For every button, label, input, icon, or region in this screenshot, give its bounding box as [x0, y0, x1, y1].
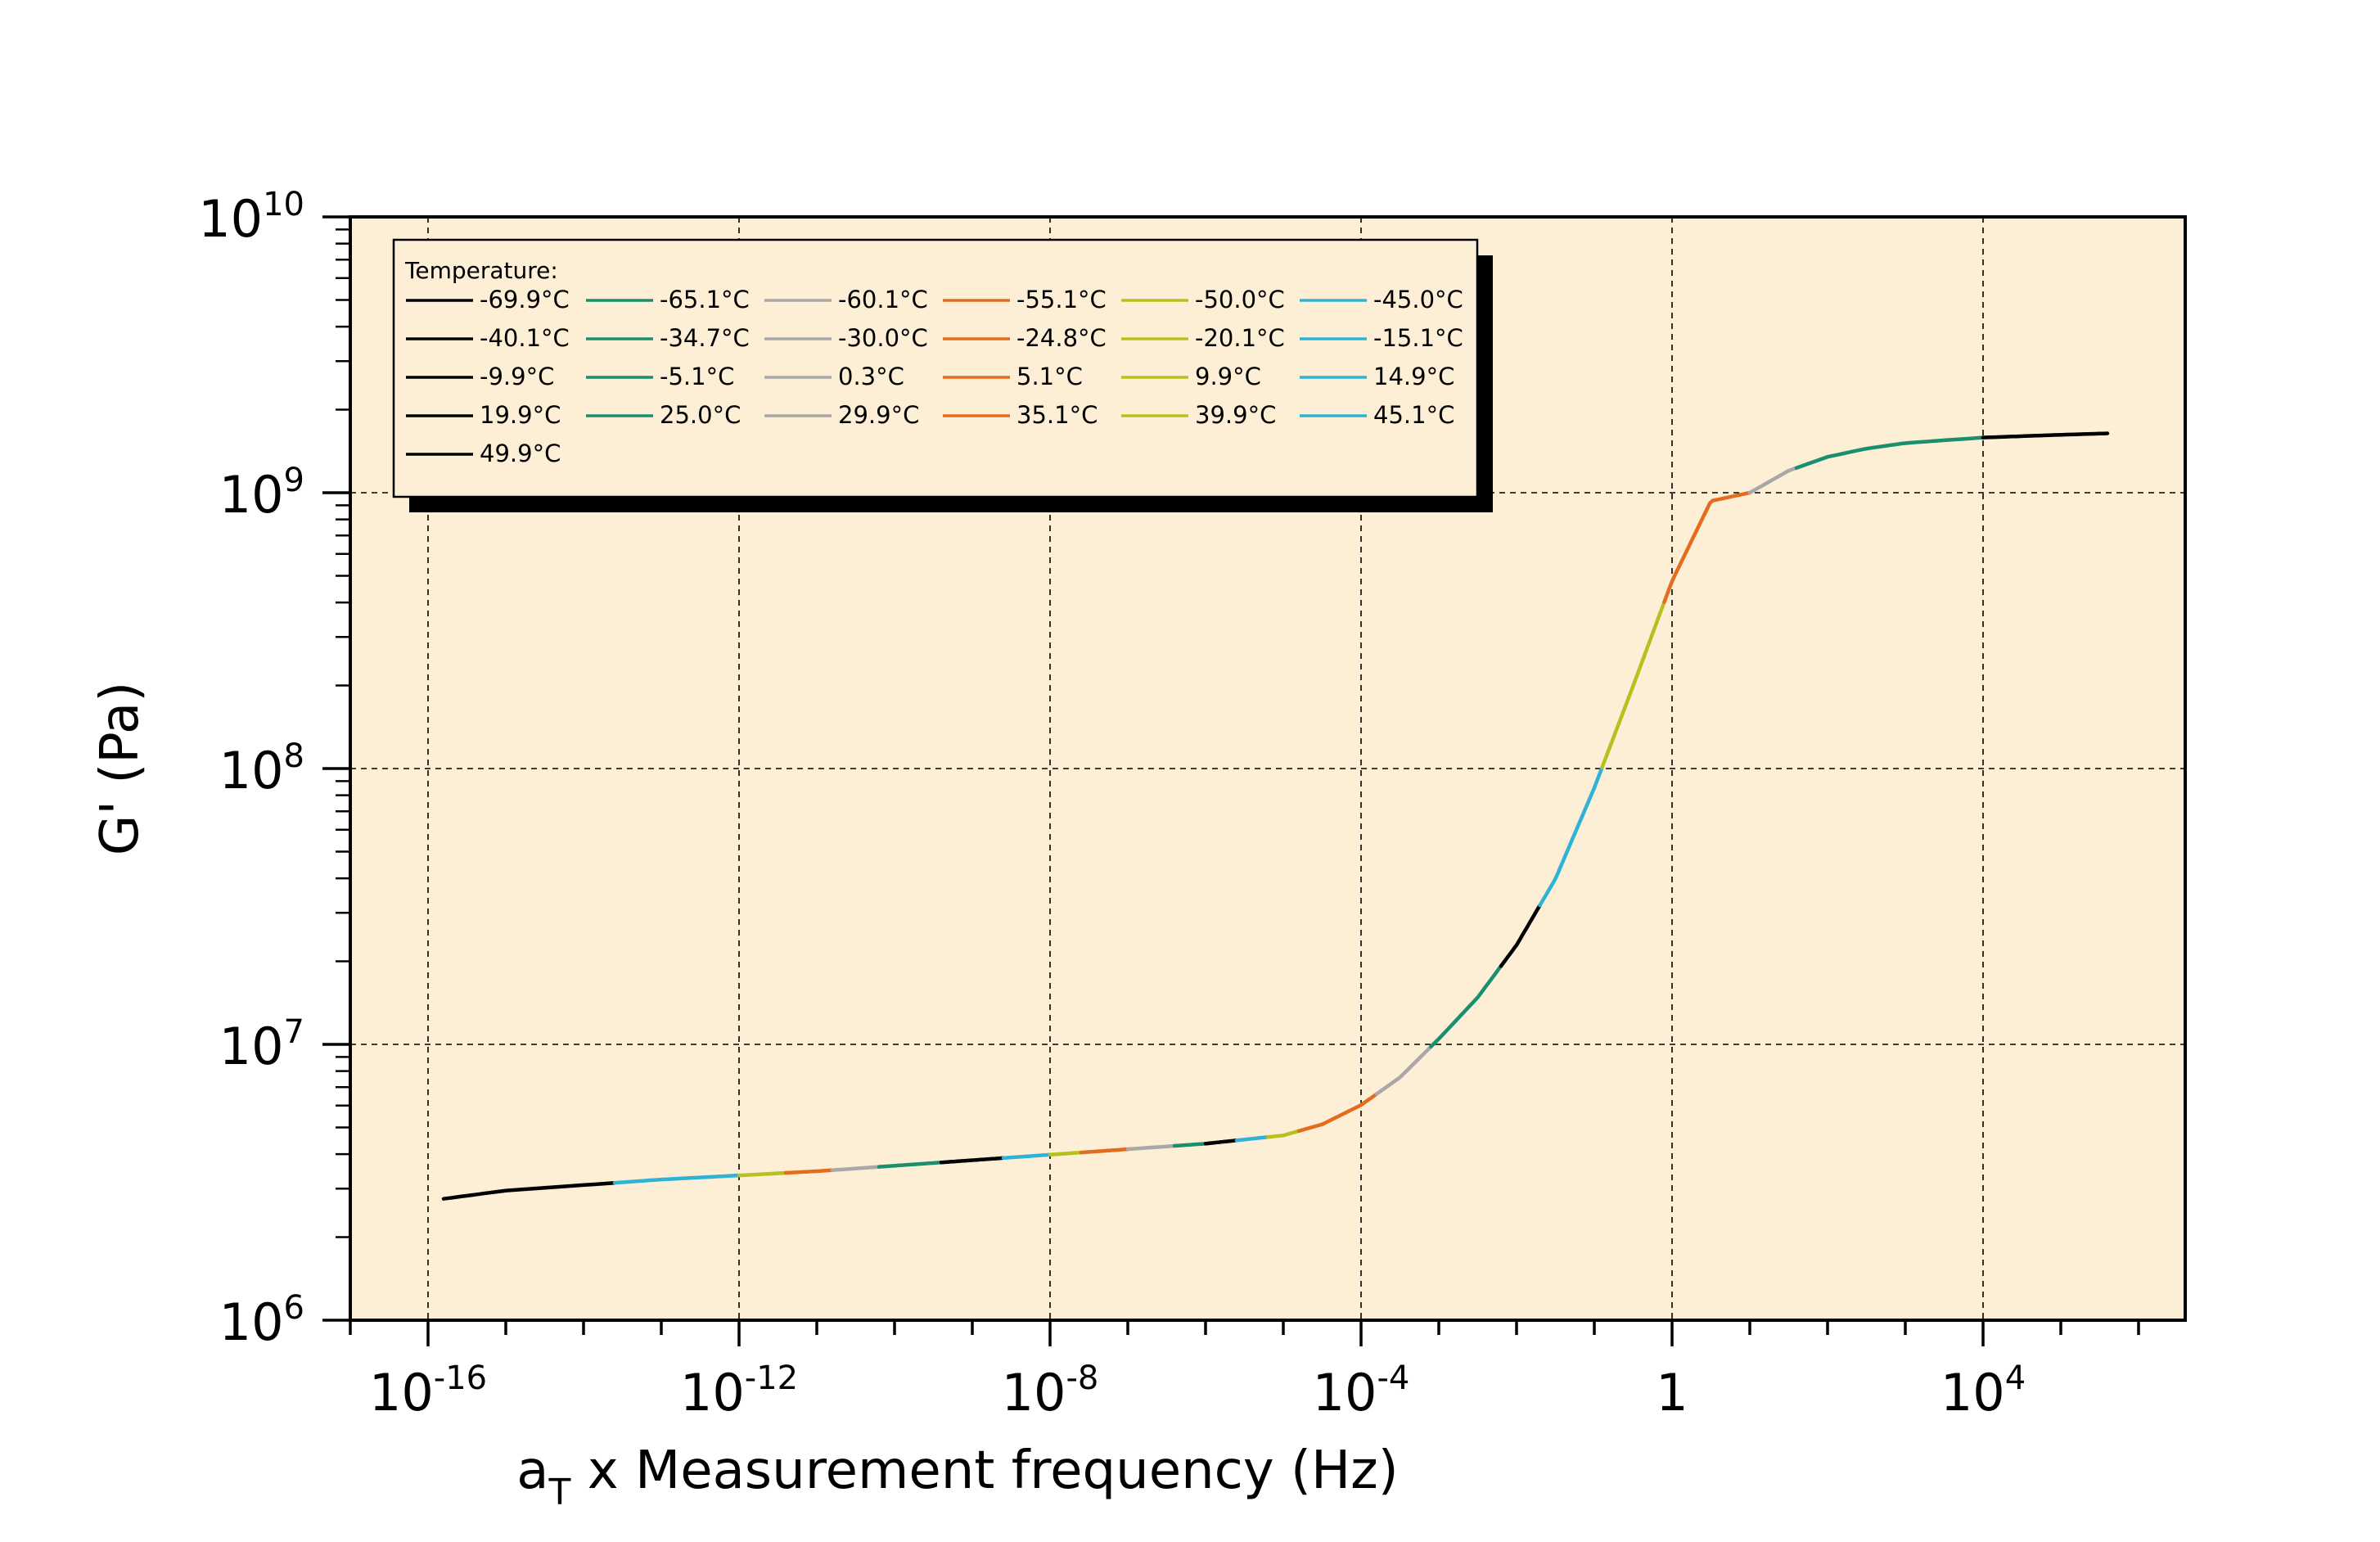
y-axis-ticks: 106 107 108 109 1010	[198, 186, 350, 1352]
curve-segment	[1794, 435, 1986, 470]
legend-entry-label: -69.9°C	[480, 286, 570, 313]
curve-segment	[1296, 1092, 1379, 1134]
legend-entry-label: -45.0°C	[1373, 286, 1463, 313]
legend-entry-label: -40.1°C	[480, 324, 570, 352]
curve-segment	[1747, 466, 1799, 495]
legend-entry-label: 19.9°C	[480, 401, 561, 429]
legend-box	[392, 238, 1479, 498]
curve-segment	[1429, 964, 1503, 1048]
curve-segment	[830, 1165, 881, 1172]
x-tick-label: 10-4	[1313, 1359, 1410, 1423]
curve-segment	[1234, 1134, 1270, 1143]
x-tick-label: 10-16	[369, 1359, 487, 1423]
legend-entry-label: -15.1°C	[1373, 324, 1463, 352]
legend-title: Temperature:	[404, 257, 558, 284]
curve-segment	[1662, 490, 1752, 604]
legend-entry-label: 45.1°C	[1373, 401, 1454, 429]
legend-entry-label: -5.1°C	[660, 363, 734, 390]
legend-entry-label: 29.9°C	[838, 401, 919, 429]
x-tick-label: 104	[1941, 1359, 2026, 1423]
legend-entry-label: 35.1°C	[1016, 401, 1098, 429]
curve-segment	[612, 1173, 741, 1185]
curve-segment	[1600, 600, 1666, 769]
curve-segment	[1981, 431, 2110, 440]
legend-entry-label: 5.1°C	[1016, 363, 1083, 390]
curve-segment	[1079, 1147, 1130, 1155]
curve-segment	[1538, 765, 1604, 908]
curve-segment	[737, 1170, 788, 1178]
legend-entries: -69.9°C -65.1°C -60.1°C -55.1°C -50.0°C -45.0…	[406, 286, 1463, 467]
x-tick-label: 10-8	[1002, 1359, 1099, 1423]
legend-entry-label: -34.7°C	[660, 324, 750, 352]
curve-segment	[877, 1160, 944, 1169]
curve-segment	[939, 1156, 1006, 1165]
legend-entry-label: -20.1°C	[1195, 324, 1285, 352]
legend-entry-label: 9.9°C	[1195, 363, 1261, 390]
legend-entry-label: 39.9°C	[1195, 401, 1276, 429]
legend-entry-label: -65.1°C	[660, 286, 750, 313]
y-tick-label: 1010	[198, 186, 304, 249]
y-tick-label: 109	[219, 462, 304, 525]
curve-segment	[1048, 1150, 1084, 1157]
legend-entry-label: -30.0°C	[838, 324, 928, 352]
curve-segment	[441, 1180, 617, 1201]
legend-entry-label: -24.8°C	[1016, 324, 1107, 352]
legend-entry-label: -50.0°C	[1195, 286, 1285, 313]
curve-segment	[1374, 1044, 1433, 1096]
master-curve	[441, 431, 2110, 1201]
x-axis-label: aT x Measurement frequency (Hz)	[516, 1441, 1398, 1513]
curve-segment	[783, 1168, 835, 1175]
y-tick-label: 108	[219, 737, 304, 800]
x-tick-label: 1	[1656, 1363, 1688, 1423]
x-tick-label: 10-12	[680, 1359, 798, 1423]
curve-segment	[1203, 1138, 1239, 1146]
curve-segment	[1172, 1142, 1208, 1148]
legend-entry-label: -55.1°C	[1016, 286, 1107, 313]
legend: Temperature: -69.9°C -65.1°C -60.1°C -55.1°…	[392, 238, 1493, 512]
y-axis-label: G' (Pa)	[90, 682, 151, 855]
curve-segment	[1125, 1143, 1177, 1152]
curve-segment	[1265, 1129, 1301, 1139]
legend-entry-label: -60.1°C	[838, 286, 928, 313]
x-axis-ticks: 10-16 10-12 10-8 10-4 1 104	[349, 1320, 2140, 1423]
curve-segment	[1499, 903, 1542, 968]
curve-segment	[1001, 1152, 1053, 1161]
legend-entry-label: 49.9°C	[480, 440, 561, 467]
legend-entry-label: 0.3°C	[838, 363, 904, 390]
y-tick-label: 106	[219, 1289, 304, 1352]
legend-entry-label: 25.0°C	[660, 401, 741, 429]
y-tick-label: 107	[219, 1013, 304, 1076]
legend-entry-label: 14.9°C	[1373, 363, 1454, 390]
legend-entry-label: -9.9°C	[480, 363, 554, 390]
